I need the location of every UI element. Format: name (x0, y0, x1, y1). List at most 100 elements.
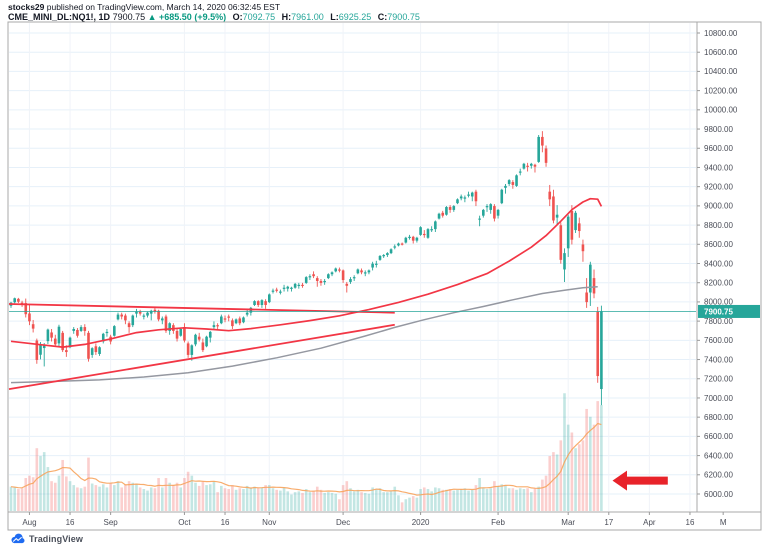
candle-down (511, 182, 515, 185)
volume-bar (485, 489, 489, 511)
volume-bar (149, 487, 153, 511)
candle-up (600, 311, 603, 390)
candle-down (124, 315, 127, 321)
candle-up (522, 163, 526, 169)
ma-overlays (10, 197, 603, 384)
price-axis-label: 6600.00 (704, 432, 733, 441)
price-axis[interactable]: 6000.00 6200.00 6400.00 6600.00 6800.00 7000.… (697, 29, 738, 499)
volume-bar (581, 440, 585, 511)
volume-bar (205, 485, 208, 511)
candle-down (264, 301, 267, 305)
candle-up (555, 214, 559, 218)
candle-up (478, 218, 481, 220)
candle-down (345, 283, 349, 286)
volume-bar (537, 486, 540, 511)
candle-up (330, 272, 334, 275)
candle-up (42, 344, 46, 349)
price-axis-label: 10000.00 (704, 106, 738, 115)
volume-bar (422, 487, 426, 511)
time-axis-label: M (720, 518, 727, 527)
candle-up (260, 300, 264, 305)
candle-up (116, 314, 120, 320)
time-axis[interactable]: Aug 16 Sep Oct 16 Nov Dec 2020 Feb Mar 17 Apr 16 M (22, 512, 727, 527)
candle-up (245, 312, 249, 315)
volume-bar (470, 489, 474, 511)
candle-up (304, 277, 308, 283)
candle-up (371, 263, 374, 268)
candle-up (467, 194, 470, 196)
volume-bar (456, 489, 459, 511)
candle-up (352, 277, 356, 279)
author-name: stocks29 (8, 2, 45, 12)
volume-bar (375, 489, 378, 511)
volume-bar (183, 478, 186, 511)
candle-up (242, 317, 245, 323)
tradingview-footer-link[interactable]: TradingView (10, 531, 83, 546)
candle-down (533, 164, 537, 167)
candle-up (393, 246, 397, 248)
candle-down (341, 270, 345, 281)
candle-up (504, 185, 507, 188)
volume-bar (197, 485, 201, 511)
candle-up (378, 256, 382, 260)
candle-up (397, 243, 400, 246)
volume-bar (138, 487, 142, 511)
volume-bar (238, 488, 242, 511)
time-axis-label: Dec (336, 518, 350, 527)
candle-up (105, 331, 109, 334)
candle-up (482, 209, 485, 216)
price-axis-label: 9800.00 (704, 125, 733, 134)
price-axis-label: 6800.00 (704, 413, 733, 422)
candle-up (566, 216, 570, 249)
candle-down (422, 233, 426, 236)
volume-bar (293, 492, 297, 511)
volume-bar (430, 491, 433, 511)
volume-bar (113, 485, 116, 511)
volume-bar (393, 486, 397, 511)
volume-bar (526, 488, 529, 511)
candle-up (386, 253, 389, 256)
volume-bar (256, 488, 260, 511)
candle-up (452, 206, 456, 210)
volume-bar (245, 485, 249, 511)
candle-down (596, 311, 600, 377)
volume-bar (559, 440, 563, 511)
candle-up (500, 189, 504, 204)
volume-bar (46, 467, 50, 511)
volume-bar (249, 487, 253, 511)
volume-bar (349, 488, 352, 511)
volume-bar (268, 485, 271, 511)
candle-up (515, 175, 518, 186)
lower-trendline (8, 323, 395, 391)
candle-down (441, 212, 445, 216)
volume-bar (574, 448, 577, 511)
volume-bar (404, 499, 408, 511)
time-axis-label: 2020 (412, 518, 430, 527)
tradingview-logo-icon (11, 533, 25, 544)
volume-bar (61, 459, 64, 511)
candle-down (581, 244, 585, 252)
candle-up (279, 291, 282, 293)
candle-up (220, 316, 223, 324)
volume-bar (186, 471, 190, 511)
volume-bar (72, 485, 76, 511)
volume-bar (378, 488, 382, 511)
volume-bar (585, 408, 588, 511)
volume-bar (242, 489, 245, 511)
candle-down (448, 207, 452, 210)
candle-down (315, 278, 319, 281)
price-axis-label: 10200.00 (704, 86, 738, 95)
volume-bar (212, 481, 216, 511)
volume-bar (172, 485, 175, 511)
volume-bar (208, 484, 212, 511)
price-axis-label: 6400.00 (704, 451, 733, 460)
low-label: L: (330, 12, 339, 22)
candle-up (113, 326, 116, 336)
candle-up (179, 329, 183, 336)
volume-bar (434, 487, 437, 511)
candle-up (470, 192, 474, 197)
candle-down (53, 338, 57, 345)
volume-bar (596, 401, 600, 511)
